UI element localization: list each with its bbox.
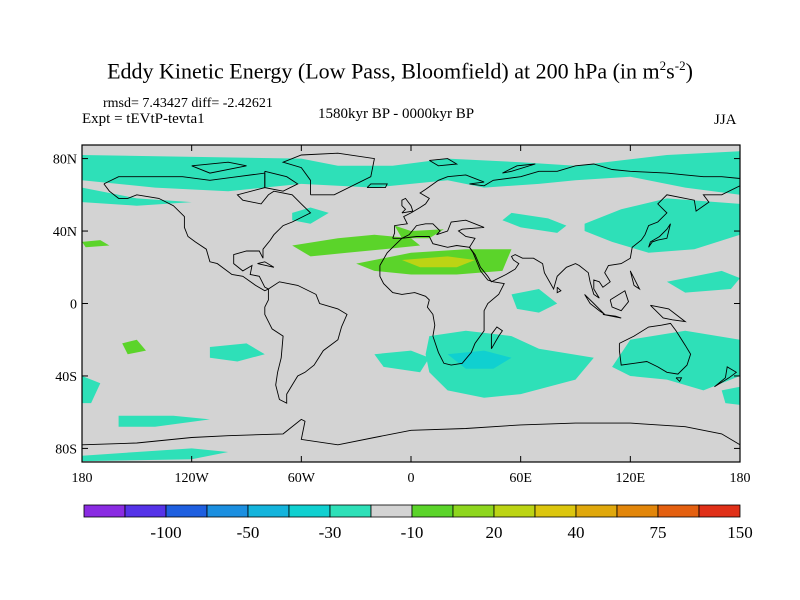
contour-region-negative-10 [511, 289, 558, 313]
coastline-segment [264, 281, 348, 404]
coastline-segment [490, 326, 504, 350]
contour-region-negative-10 [82, 151, 740, 195]
lon-tick-label: 180 [72, 471, 93, 486]
colorbar-box [411, 504, 454, 518]
coastline-segment [618, 322, 692, 375]
contour-region-negative-10 [209, 343, 265, 362]
colorbar-box [370, 504, 413, 518]
contour-region-negative-10 [118, 415, 210, 427]
coastline-segment [281, 152, 375, 196]
contour-region-positive-20 [292, 234, 421, 257]
colorbar-box [124, 504, 167, 518]
lon-tick-label: 0 [408, 471, 415, 486]
coastline-segment [401, 197, 414, 214]
colorbar: -100 -50 -30 -10 20 40 75 150 [83, 504, 753, 542]
title-superscript-1: 2 [659, 58, 667, 73]
contour-region-negative-10 [502, 212, 567, 233]
colorbar-box [247, 504, 290, 518]
colorbar-box [698, 504, 741, 518]
coastline-segment [629, 270, 641, 291]
contour-region-positive-20 [82, 240, 110, 248]
stats-label: rmsd= 7.43427 diff= -2.42621 [103, 96, 273, 111]
colorbar-label: -100 [150, 523, 181, 542]
contour-region-negative-30 [447, 350, 512, 369]
title-superscript-2: -2 [674, 58, 686, 73]
colorbar-label: -50 [237, 523, 260, 542]
lon-tick-label: 60E [509, 471, 532, 486]
colorbar-box [288, 504, 331, 518]
coastline-segment [379, 236, 505, 366]
title-mid: s [666, 58, 675, 84]
coastline-segment [429, 158, 459, 167]
colorbar-box [657, 504, 700, 518]
contour-region-positive-20 [394, 225, 444, 239]
coastline-segment [648, 223, 671, 248]
lat-tick-label: 40S [55, 370, 77, 385]
title-end: ) [685, 58, 693, 84]
contour-region-negative-10 [374, 350, 430, 373]
coastline-segment [257, 261, 275, 268]
lon-tick-label: 60W [288, 471, 316, 486]
contour-region-negative-10 [584, 198, 740, 253]
colorbar-box [165, 504, 208, 518]
colorbar-label: 40 [568, 523, 585, 542]
colorbar-box [534, 504, 577, 518]
coastline-segment [714, 366, 738, 388]
colorbar-label: 75 [650, 523, 667, 542]
map-plot-area [82, 145, 740, 462]
coastline-segment [584, 294, 606, 315]
colorbar-label: -30 [319, 523, 342, 542]
contour-region-negative-10 [612, 330, 740, 391]
contour-region-positive-40 [401, 256, 475, 268]
coastline-segment [602, 313, 622, 319]
axis-ticks: 80N 40N 0 40S 80S 180 120W 60W 0 60E 120E 180 [53, 145, 751, 486]
contour-region-positive-20 [122, 339, 146, 355]
coastline-segment [556, 286, 562, 294]
colorbar-box [493, 504, 536, 518]
coastline-segment [502, 163, 536, 174]
coastlines [82, 152, 740, 446]
lat-tick-label: 0 [70, 298, 77, 313]
season-label: JJA [714, 112, 737, 128]
coastline-segment [650, 304, 687, 323]
coastline-segment [392, 163, 740, 299]
coastline-segment [191, 161, 247, 174]
contour-region-negative-10 [82, 376, 101, 404]
colorbar-box [575, 504, 618, 518]
colorbar-box [206, 504, 249, 518]
colorbar-box [452, 504, 495, 518]
coastline-segment [675, 377, 683, 383]
colorbar-label: 20 [486, 523, 503, 542]
lon-tick-label: 120E [616, 471, 646, 486]
colorbar-box [83, 504, 126, 518]
period-label: 1580kyr BP - 0000kyr BP [318, 106, 475, 122]
lat-tick-label: 80S [55, 442, 77, 457]
coastline-segment [264, 170, 299, 192]
lat-tick-label: 40N [53, 225, 77, 240]
coastline-segment [366, 183, 388, 189]
lon-tick-label: 180 [730, 471, 751, 486]
contour-region-negative-10 [666, 270, 740, 293]
colorbar-box [616, 504, 659, 518]
contour-region-negative-10 [425, 330, 594, 398]
title-main: Eddy Kinetic Energy (Low Pass, Bloomfiel… [107, 58, 660, 84]
colorbar-box [329, 504, 372, 518]
coastline-segment [609, 290, 630, 312]
experiment-label: Expt = tEVtP-tevta1 [82, 111, 205, 127]
contour-region-negative-10 [292, 207, 329, 224]
lon-tick-label: 120W [175, 471, 210, 486]
lat-tick-label: 80N [53, 153, 77, 168]
colorbar-label: 150 [727, 523, 753, 542]
map-title: Eddy Kinetic Energy (Low Pass, Bloomfiel… [0, 58, 800, 84]
coastline-segment [82, 418, 740, 446]
coastline-segment [103, 172, 312, 292]
contour-region-negative-10 [721, 386, 740, 405]
colorbar-label: -10 [401, 523, 424, 542]
